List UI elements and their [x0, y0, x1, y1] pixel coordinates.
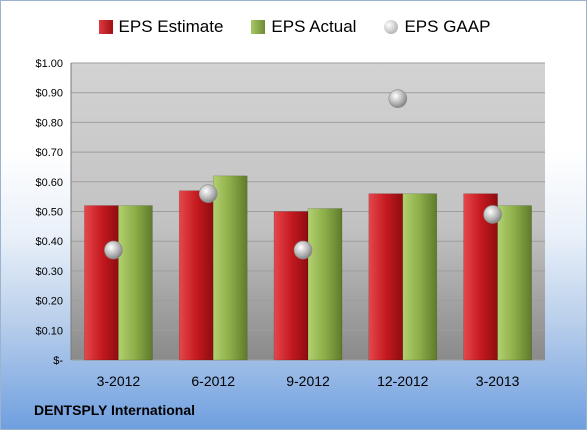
x-tick-label: 3-2013	[476, 373, 520, 389]
bar-eps-actual	[118, 205, 153, 361]
legend-item-eps-estimate: EPS Estimate	[98, 17, 224, 37]
bar-eps-estimate	[368, 193, 404, 361]
x-tick-label: 12-2012	[377, 373, 429, 389]
legend-label-eps-gaap: EPS GAAP	[404, 17, 491, 36]
point-eps-gaap	[483, 205, 502, 224]
legend-label-eps-estimate: EPS Estimate	[118, 17, 224, 36]
y-axis: $1.00 $0.90 $0.80 $0.70 $0.60 $0.50 $0.40 $0.30…	[35, 58, 72, 367]
bar-eps-actual	[307, 208, 343, 361]
y-tick-label: $1.00	[35, 58, 63, 70]
bar-eps-actual	[497, 205, 532, 361]
legend-swatch-eps-estimate	[98, 20, 113, 34]
bar-eps-estimate	[84, 205, 119, 361]
bar-eps-estimate	[178, 190, 214, 361]
point-eps-gaap	[293, 240, 313, 260]
bar-eps-actual	[402, 193, 438, 361]
bar-eps-estimate	[273, 211, 309, 361]
gaap-points	[104, 89, 502, 260]
point-eps-gaap	[104, 240, 123, 260]
bar-eps-actual	[212, 175, 248, 361]
y-tick-label: $0.20	[35, 296, 63, 308]
y-tick-label: $-	[53, 355, 63, 367]
company-label: DENTSPLY International	[34, 402, 196, 418]
y-tick-label: $0.10	[35, 325, 63, 337]
legend-item-eps-actual: EPS Actual	[251, 17, 356, 37]
y-tick-label: $0.60	[35, 177, 63, 189]
legend-item-eps-gaap: EPS GAAP	[384, 17, 490, 37]
y-tick-label: $0.50	[35, 207, 63, 219]
y-tick-label: $0.70	[35, 147, 63, 159]
y-tick-label: $0.40	[35, 236, 63, 248]
legend: EPS Estimate EPS Actual EPS GAAP	[1, 17, 587, 37]
x-tick-label: 9-2012	[286, 373, 330, 389]
legend-swatch-eps-actual	[251, 20, 266, 34]
x-tick-label: 6-2012	[191, 373, 235, 389]
x-axis: 3-2012 6-2012 9-2012 12-2012 3-2013	[97, 373, 520, 389]
point-eps-gaap	[388, 89, 408, 108]
point-eps-gaap	[198, 184, 218, 203]
legend-swatch-eps-gaap	[384, 20, 399, 34]
y-tick-label: $0.30	[35, 266, 63, 278]
x-tick-label: 3-2012	[97, 373, 141, 389]
y-tick-label: $0.80	[35, 117, 63, 129]
bars	[84, 175, 532, 361]
y-tick-label: $0.90	[35, 88, 63, 100]
legend-label-eps-actual: EPS Actual	[271, 17, 357, 36]
